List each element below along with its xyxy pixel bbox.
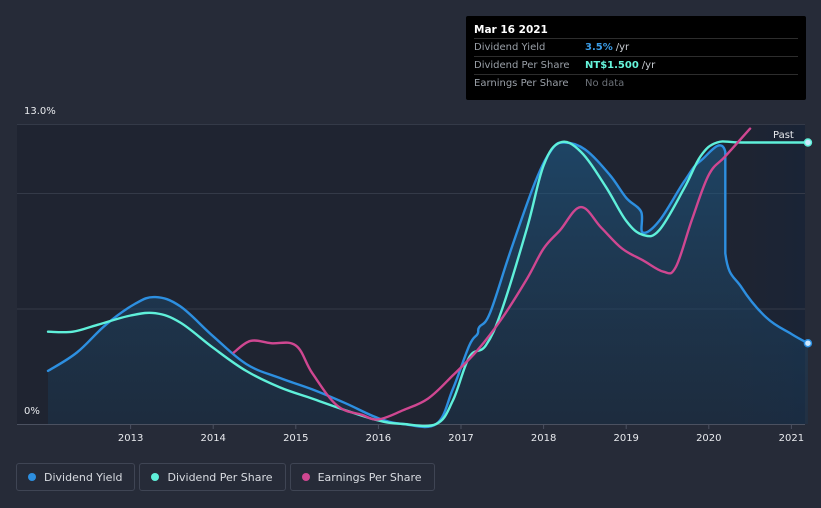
- legend-item-dividend-per-share[interactable]: Dividend Per Share: [139, 463, 286, 491]
- tooltip-date: Mar 16 2021: [474, 24, 548, 36]
- x-tick-label: 2021: [779, 433, 804, 444]
- legend: Dividend Yield Dividend Per Share Earnin…: [16, 463, 435, 491]
- x-tick-label: 2015: [283, 433, 308, 444]
- legend-label: Dividend Yield: [44, 470, 123, 484]
- dividend-yield-end-marker: [803, 338, 813, 348]
- tooltip-value: 3.5%: [585, 42, 613, 53]
- legend-dot-icon: [151, 473, 160, 481]
- dividend-per-share-end-marker: [803, 138, 813, 147]
- legend-dot-icon: [28, 473, 36, 481]
- x-tick-label: 2018: [531, 433, 556, 444]
- dividend-yield-area: [48, 142, 808, 427]
- x-tick-label: 2014: [200, 433, 225, 444]
- tooltip-row-dividend-yield: Dividend Yield 3.5% /yr: [474, 38, 798, 56]
- y-axis-min-label: 0%: [24, 406, 40, 417]
- tooltip-unit: /yr: [641, 60, 656, 71]
- tooltip-row-earnings-per-share: Earnings Per Share No data: [474, 74, 798, 92]
- dividend-per-share-line: [46, 140, 810, 428]
- earnings-per-share-line: [232, 127, 752, 421]
- x-tick-label: 2017: [448, 433, 473, 444]
- tooltip-unit: /yr: [615, 42, 630, 53]
- x-tick-label: 2013: [118, 433, 143, 444]
- legend-dot-icon: [301, 473, 310, 481]
- x-tick-label: 2016: [366, 433, 391, 444]
- legend-label: Dividend Per Share: [167, 470, 273, 484]
- past-label: Past: [773, 130, 794, 141]
- y-axis-max-label: 13.0%: [24, 106, 56, 117]
- x-tick-label: 2020: [696, 433, 721, 444]
- legend-item-dividend-yield[interactable]: Dividend Yield: [16, 463, 136, 491]
- x-tick-label: 2019: [613, 433, 638, 444]
- tooltip-label: Dividend Yield: [474, 42, 546, 53]
- tooltip-row-dividend-per-share: Dividend Per Share NT$1.500 /yr: [474, 56, 798, 74]
- tooltip-label: Dividend Per Share: [474, 60, 570, 71]
- tooltip-label: Earnings Per Share: [474, 78, 569, 89]
- legend-label: Earnings Per Share: [317, 470, 422, 484]
- tooltip-value: No data: [585, 78, 625, 89]
- tooltip-value: NT$1.500: [585, 60, 639, 71]
- dividend-yield-line: [46, 141, 810, 429]
- legend-item-earnings-per-share[interactable]: Earnings Per Share: [289, 463, 435, 491]
- tooltip: Mar 16 2021 Dividend Yield 3.5% /yr Divi…: [466, 16, 806, 100]
